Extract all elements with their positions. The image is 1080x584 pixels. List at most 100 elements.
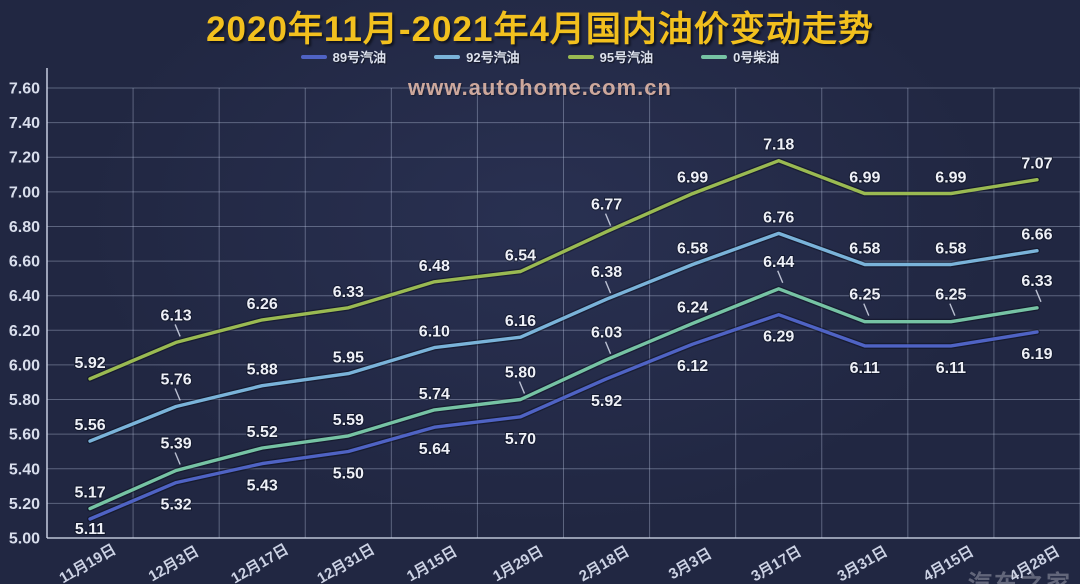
x-tick-label: 2月18日 [576, 543, 632, 584]
legend-line-icon [300, 54, 327, 59]
data-label-95号汽油: 5.92 [74, 355, 105, 372]
data-label-0号柴油: 6.33 [1021, 273, 1052, 290]
label-leader-line [949, 303, 956, 316]
data-label-0号柴油: 6.25 [849, 287, 880, 304]
label-leader-line [174, 452, 181, 465]
y-tick-label: 7.40 [9, 115, 40, 132]
data-label-89号汽油: 5.43 [247, 478, 278, 495]
label-leader-line [604, 280, 612, 294]
data-label-0号柴油: 5.80 [505, 365, 536, 382]
legend-label: 95号汽油 [599, 50, 654, 65]
data-label-95号汽油: 6.99 [935, 170, 966, 187]
data-label-92号汽油: 5.88 [247, 362, 278, 379]
data-label-92号汽油: 5.56 [74, 417, 105, 434]
label-leader-line [174, 388, 181, 401]
data-label-95号汽油: 6.77 [591, 197, 622, 214]
data-label-92号汽油: 6.76 [763, 209, 794, 226]
y-tick-label: 5.00 [9, 531, 40, 548]
data-label-89号汽油: 5.92 [591, 393, 622, 410]
data-label-0号柴油: 6.24 [677, 299, 708, 316]
x-tick-label: 11月19日 [56, 541, 119, 584]
data-label-0号柴油: 5.52 [247, 424, 278, 441]
label-leader-line [604, 213, 612, 226]
x-tick-label: 12月17日 [228, 541, 291, 584]
legend-label: 0号柴油 [733, 50, 780, 65]
data-label-95号汽油: 6.99 [677, 170, 708, 187]
x-tick-label: 1月29日 [490, 543, 546, 584]
data-label-92号汽油: 6.58 [849, 241, 880, 258]
data-label-95号汽油: 6.13 [161, 307, 192, 324]
series-line-0号柴油 [88, 287, 1039, 511]
data-label-92号汽油: 6.66 [1021, 227, 1052, 244]
y-tick-label: 5.20 [9, 496, 40, 513]
legend-item-92号汽油[interactable]: 92号汽油 [434, 47, 520, 66]
label-leader-line [174, 324, 181, 337]
data-label-89号汽油: 5.11 [75, 521, 105, 538]
y-tick-label: 6.40 [9, 288, 40, 305]
x-tick-label: 3月17日 [748, 543, 804, 584]
data-label-0号柴油: 5.17 [74, 485, 105, 502]
legend-item-95号汽油[interactable]: 95号汽油 [567, 47, 654, 66]
data-label-95号汽油: 6.26 [247, 296, 278, 313]
data-label-89号汽油: 5.50 [333, 465, 364, 482]
y-tick-label: 5.60 [9, 427, 40, 444]
x-tick-label: 3月31日 [834, 543, 890, 584]
data-label-95号汽油: 7.07 [1021, 156, 1052, 173]
legend-label: 89号汽油 [332, 50, 387, 65]
x-tick-label: 1月15日 [404, 543, 460, 584]
y-tick-label: 6.80 [9, 219, 40, 236]
chart-title: 2020年11月-2021年4月国内油价变动走势 [206, 10, 874, 49]
data-label-92号汽油: 6.10 [419, 324, 450, 341]
y-tick-label: 6.00 [9, 357, 40, 374]
data-label-95号汽油: 7.18 [763, 137, 794, 154]
label-leader-line [604, 341, 612, 355]
watermark-url: www.autohome.com.cn [408, 75, 672, 100]
x-tick-label: 12月31日 [314, 541, 377, 584]
series-line-89号汽油 [88, 313, 1039, 521]
legend-item-0号柴油[interactable]: 0号柴油 [701, 47, 779, 66]
label-leader-line [863, 303, 870, 316]
data-label-0号柴油: 5.74 [419, 386, 450, 403]
y-tick-label: 5.80 [9, 392, 40, 409]
data-label-92号汽油: 5.95 [333, 350, 364, 367]
series-line-95号汽油 [88, 158, 1039, 381]
data-label-92号汽油: 6.38 [591, 264, 622, 281]
y-tick-label: 5.40 [9, 461, 40, 478]
data-label-95号汽油: 6.99 [849, 170, 880, 187]
data-label-95号汽油: 6.48 [419, 258, 450, 275]
x-tick-label: 12月3日 [146, 543, 202, 584]
data-label-0号柴油: 6.44 [763, 254, 794, 271]
data-label-95号汽油: 6.33 [333, 284, 364, 301]
series-line-92号汽油 [88, 231, 1039, 443]
legend-item-89号汽油[interactable]: 89号汽油 [300, 47, 387, 66]
data-label-92号汽油: 6.16 [505, 313, 536, 330]
data-label-89号汽油: 6.11 [850, 360, 880, 377]
label-leader-line [1035, 289, 1042, 303]
data-label-0号柴油: 5.39 [161, 436, 192, 453]
legend-label: 92号汽油 [466, 50, 520, 65]
data-label-89号汽油: 5.70 [505, 431, 536, 448]
y-tick-label: 7.00 [9, 184, 40, 201]
legend: 89号汽油 92号汽油 95号汽油 0号柴油 [0, 47, 1080, 66]
legend-line-icon [701, 54, 728, 59]
label-leader-line [777, 270, 784, 284]
data-label-89号汽油: 6.19 [1021, 346, 1052, 363]
data-label-89号汽油: 5.32 [161, 497, 192, 514]
legend-line-icon [434, 54, 461, 59]
legend-line-icon [567, 54, 594, 59]
label-leader-line [518, 381, 526, 394]
y-tick-label: 7.60 [9, 81, 40, 98]
y-tick-label: 6.20 [9, 323, 40, 340]
corner-watermark: 汽车之家 [968, 564, 1072, 584]
data-label-95号汽油: 6.54 [505, 247, 536, 264]
data-label-0号柴油: 6.03 [591, 325, 622, 342]
data-label-89号汽油: 6.12 [677, 358, 708, 375]
data-label-92号汽油: 6.58 [677, 241, 708, 258]
y-tick-label: 7.20 [9, 150, 40, 167]
data-label-0号柴油: 6.25 [935, 287, 966, 304]
data-label-0号柴油: 5.59 [333, 412, 364, 429]
y-tick-label: 6.60 [9, 254, 40, 271]
data-label-92号汽油: 6.58 [935, 241, 966, 258]
